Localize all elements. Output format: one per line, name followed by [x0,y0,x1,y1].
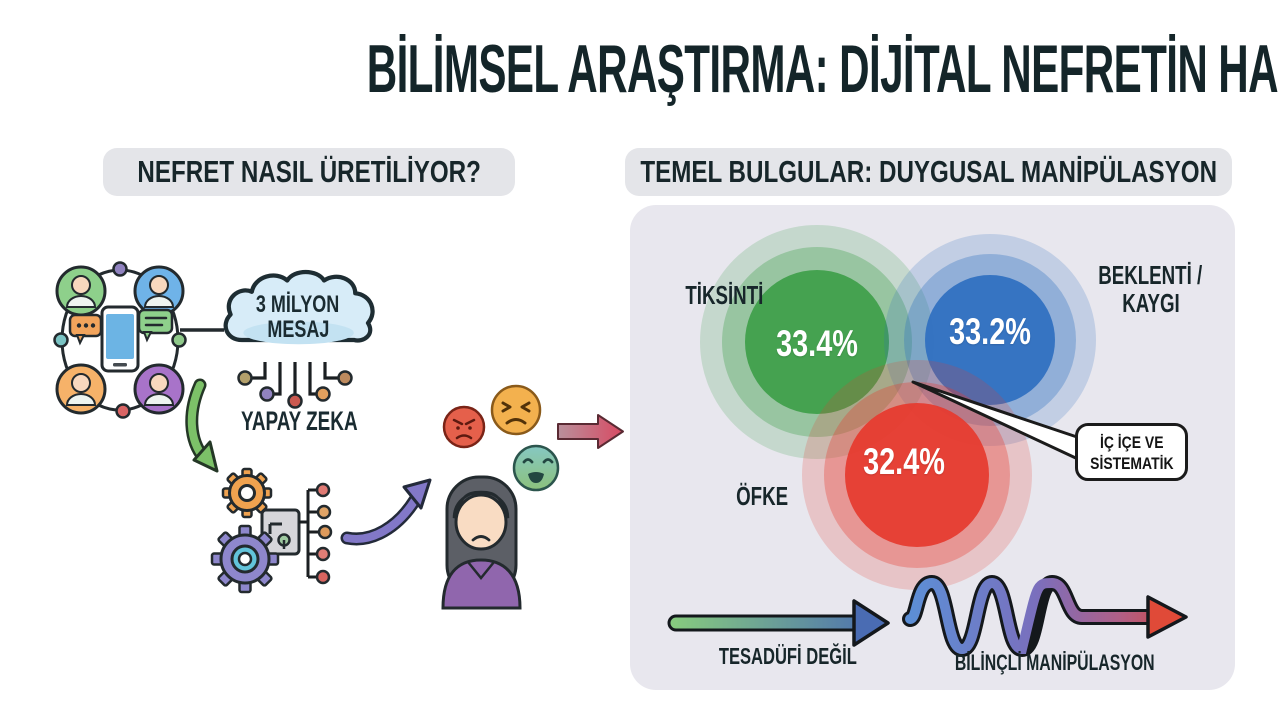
page-title: BİLİMSEL ARAŞTIRMA: DİJİTAL NEFRETİN HAR… [366,31,1280,107]
gears-ai-chip-icon [210,467,333,594]
sad-emoji-teal-icon [512,444,560,492]
wavy-gradient-arrow-icon [902,574,1188,658]
anger-percentage: 32.4% [863,441,945,482]
systematic-callout: İÇ İÇE VE SİSTEMATİK [1075,423,1188,481]
message-cloud-icon [223,269,375,409]
social-network-icon [53,261,187,419]
anticipation-label: BEKLENTİ / KAYGI [1098,260,1203,319]
chat-bubble-lines-icon [137,308,174,343]
affected-person-icon [441,475,522,610]
pink-right-arrow-icon [557,414,624,449]
anger-label: ÖFKE [736,481,789,511]
disgust-label: TİKSİNTİ [684,280,763,310]
left-section-header: NEFRET NASIL ÜRETİLİYOR? [103,148,515,196]
ai-label: YAPAY ZEKA [240,406,358,436]
green-curved-arrow-icon [185,378,219,473]
purple-curved-arrow-icon [340,478,432,546]
disgust-percentage: 33.4% [776,323,858,364]
angry-emoji-orange-icon [490,384,542,436]
cloud-message-count: 3 MİLYON MESAJ [256,291,340,343]
hate-production-flow-illustration [53,261,624,610]
angry-emoji-red-icon [442,405,486,449]
right-section-header: TEMEL BULGULAR: DUYGUSAL MANİPÜLASYON [625,148,1232,196]
straight-gradient-arrow-icon [667,599,890,647]
not-random-label: TESADÜFİ DEĞİL [718,643,857,669]
deliberate-manipulation-label: BİLİNÇLİ MANİPÜLASYON [955,650,1155,675]
anticipation-percentage: 33.2% [949,311,1031,352]
panel-graphics [667,380,1188,658]
chat-bubble-dots-icon [68,313,103,346]
results-panel: 33.4% 33.2% 32.4% TİKSİNTİ BEKLENTİ / KA… [630,205,1235,690]
